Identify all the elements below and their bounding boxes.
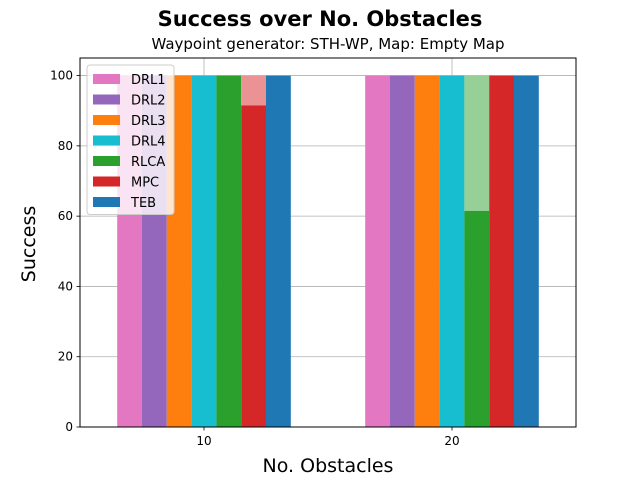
y-axis-label: Success [18,206,40,282]
legend-swatch-drl4 [93,135,120,146]
legend-swatch-drl3 [93,115,120,125]
bar-mpc-20 [489,75,514,428]
bar-segment-rlca-20 [464,75,490,211]
bar-drl4-10 [191,75,217,428]
legend-swatch-rlca [93,156,120,166]
bar-mpc-10 [241,105,266,427]
legend-swatch-drl1 [93,74,120,84]
legend-swatch-drl2 [93,94,120,105]
bar-rlca-10 [216,75,242,428]
y-tick-label: 40 [58,279,73,293]
chart-subtitle: Waypoint generator: STH-WP, Map: Empty M… [151,35,504,53]
legend-swatch-teb [93,197,120,207]
bar-teb-20 [514,75,539,428]
legend-label-rlca: RLCA [131,155,165,170]
legend-swatch-mpc [93,176,120,187]
bar-drl1-20 [365,75,390,428]
x-axis-label: No. Obstacles [263,455,394,477]
x-tick-label: 20 [444,434,459,448]
bar-drl4-20 [439,75,465,428]
legend: DRL1 DRL2 DRL3 DRL4 RLCA MPC TEB [86,64,175,215]
y-tick-label: 100 [50,69,73,83]
legend-label-teb: TEB [130,196,156,211]
y-tick-label: 20 [58,350,73,364]
bar-drl3-20 [414,75,440,428]
bar-rlca-20 [464,210,490,427]
chart-title: Success over No. Obstacles [158,7,483,31]
bar-drl2-20 [390,75,415,428]
y-tick-label: 0 [65,420,73,434]
bars [117,75,539,428]
ticks: 0 20 40 60 80 100 10 20 [50,69,460,448]
bar-teb-10 [266,75,291,428]
y-tick-label: 80 [58,139,73,153]
legend-label-drl2: DRL2 [131,94,166,109]
legend-label-drl4: DRL4 [131,135,166,150]
bar-segment-mpc-10 [241,75,266,106]
x-tick-label: 10 [196,434,211,448]
legend-label-drl1: DRL1 [131,73,166,88]
legend-label-mpc: MPC [131,176,159,191]
y-tick-label: 60 [58,209,73,223]
plot-frame [79,57,577,428]
legend-label-drl3: DRL3 [131,114,166,129]
